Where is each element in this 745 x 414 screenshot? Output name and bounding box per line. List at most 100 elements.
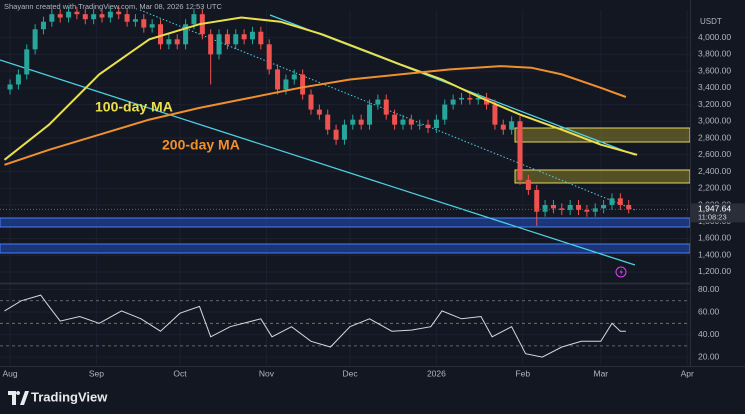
candle-body <box>266 44 272 70</box>
x-tick-label: Aug <box>2 368 17 378</box>
candle-body <box>249 31 255 40</box>
currency: USDT <box>700 17 722 26</box>
x-tick-label: Dec <box>342 368 358 378</box>
y-tick-label: 3,200.00 <box>698 99 731 109</box>
candle-body <box>116 11 122 15</box>
countdown: 11:08:23 <box>698 212 727 221</box>
candle-body <box>141 19 147 28</box>
candle-body <box>283 79 289 90</box>
candle-body <box>433 119 439 129</box>
candle-body <box>400 119 406 125</box>
candle-body <box>107 11 113 18</box>
y-tick-label: 1,200.00 <box>698 266 731 276</box>
candle-body <box>567 205 573 211</box>
line <box>3 16 638 161</box>
candle-body <box>216 34 222 55</box>
x-tick-label: Nov <box>259 368 275 378</box>
candle-body <box>534 189 540 212</box>
candle-body <box>550 205 556 209</box>
candle-body <box>609 198 615 206</box>
last-price-box <box>691 203 745 223</box>
y-tick-label: 80.00 <box>698 284 720 294</box>
supply-zone <box>514 127 691 143</box>
candle-body <box>592 208 598 212</box>
candle-body <box>425 124 431 129</box>
last-price-label: 1,947.64 <box>698 204 731 214</box>
candle-body <box>375 99 381 105</box>
y-tick-label: 2,200.00 <box>698 183 731 193</box>
y-tick-label: 3,600.00 <box>698 65 731 75</box>
candle-body <box>82 14 88 20</box>
y-tick-label: 3,800.00 <box>698 49 731 59</box>
ma-annotation: 100-day MA <box>95 99 173 115</box>
candle-body <box>601 205 607 209</box>
y-tick-label: 60.00 <box>698 306 720 316</box>
candle-body <box>358 119 364 125</box>
candle-body <box>183 24 189 45</box>
candle-body <box>517 121 523 180</box>
candle-body <box>74 11 80 15</box>
candle-body <box>66 11 72 18</box>
footer <box>0 385 745 414</box>
candle-body <box>417 124 423 126</box>
candle-body <box>367 104 373 125</box>
candle-body <box>158 24 164 45</box>
candle-body <box>325 114 331 130</box>
candle-body <box>383 99 389 115</box>
candle-body <box>233 34 239 45</box>
candle-body <box>450 99 456 105</box>
y-tick-label: 1,600.00 <box>698 233 731 243</box>
brand: TradingView <box>31 389 108 404</box>
candle-body <box>333 129 339 140</box>
candle-body <box>392 114 398 125</box>
candle-body <box>350 119 356 125</box>
candle-body <box>509 121 515 130</box>
candle-body <box>124 14 130 22</box>
line <box>4 294 626 358</box>
demand-zone <box>0 217 691 228</box>
candle-body <box>191 14 197 25</box>
demand-zone <box>0 243 691 254</box>
y-tick-label: 3,400.00 <box>698 82 731 92</box>
y-tick-label: 2,800.00 <box>698 132 731 142</box>
candle-body <box>149 24 155 28</box>
y-tick-label: 4,000.00 <box>698 32 731 42</box>
candle-body <box>208 34 214 55</box>
x-tick-label: Apr <box>681 368 694 378</box>
candle-body <box>174 39 180 45</box>
x-tick-label: Oct <box>173 368 187 378</box>
candle-body <box>258 31 264 45</box>
alert-icon-bolt <box>619 268 623 276</box>
candle-body <box>316 109 322 115</box>
y-tick-label: 2,400.00 <box>698 166 731 176</box>
candle-body <box>91 14 97 20</box>
candle-body <box>291 74 297 80</box>
candle-body <box>584 210 590 212</box>
candle-body <box>341 124 347 140</box>
supply-zone <box>514 169 691 184</box>
candle-body <box>40 21 46 30</box>
candle-body <box>308 94 314 110</box>
candle-body <box>408 119 414 125</box>
candle-body <box>617 198 623 206</box>
candle-body <box>32 29 38 50</box>
candle-body <box>492 104 498 125</box>
candle-body <box>525 179 531 190</box>
y-tick-label: 40.00 <box>698 329 720 339</box>
line <box>4 65 627 166</box>
candle-body <box>57 14 63 18</box>
y-tick-label: 3,000.00 <box>698 116 731 126</box>
x-tick-label: Sep <box>89 368 104 378</box>
x-tick-label: Feb <box>515 368 530 378</box>
x-tick-label: 2026 <box>427 368 446 378</box>
attribution: Shayann created with TradingView.com, Ma… <box>4 2 222 11</box>
candle-body <box>49 14 55 22</box>
candle-body <box>275 69 281 90</box>
brand-logo <box>8 391 29 405</box>
alert-icon <box>615 266 627 278</box>
candle-body <box>467 97 473 100</box>
candle-body <box>626 205 632 210</box>
candle-body <box>15 74 21 85</box>
